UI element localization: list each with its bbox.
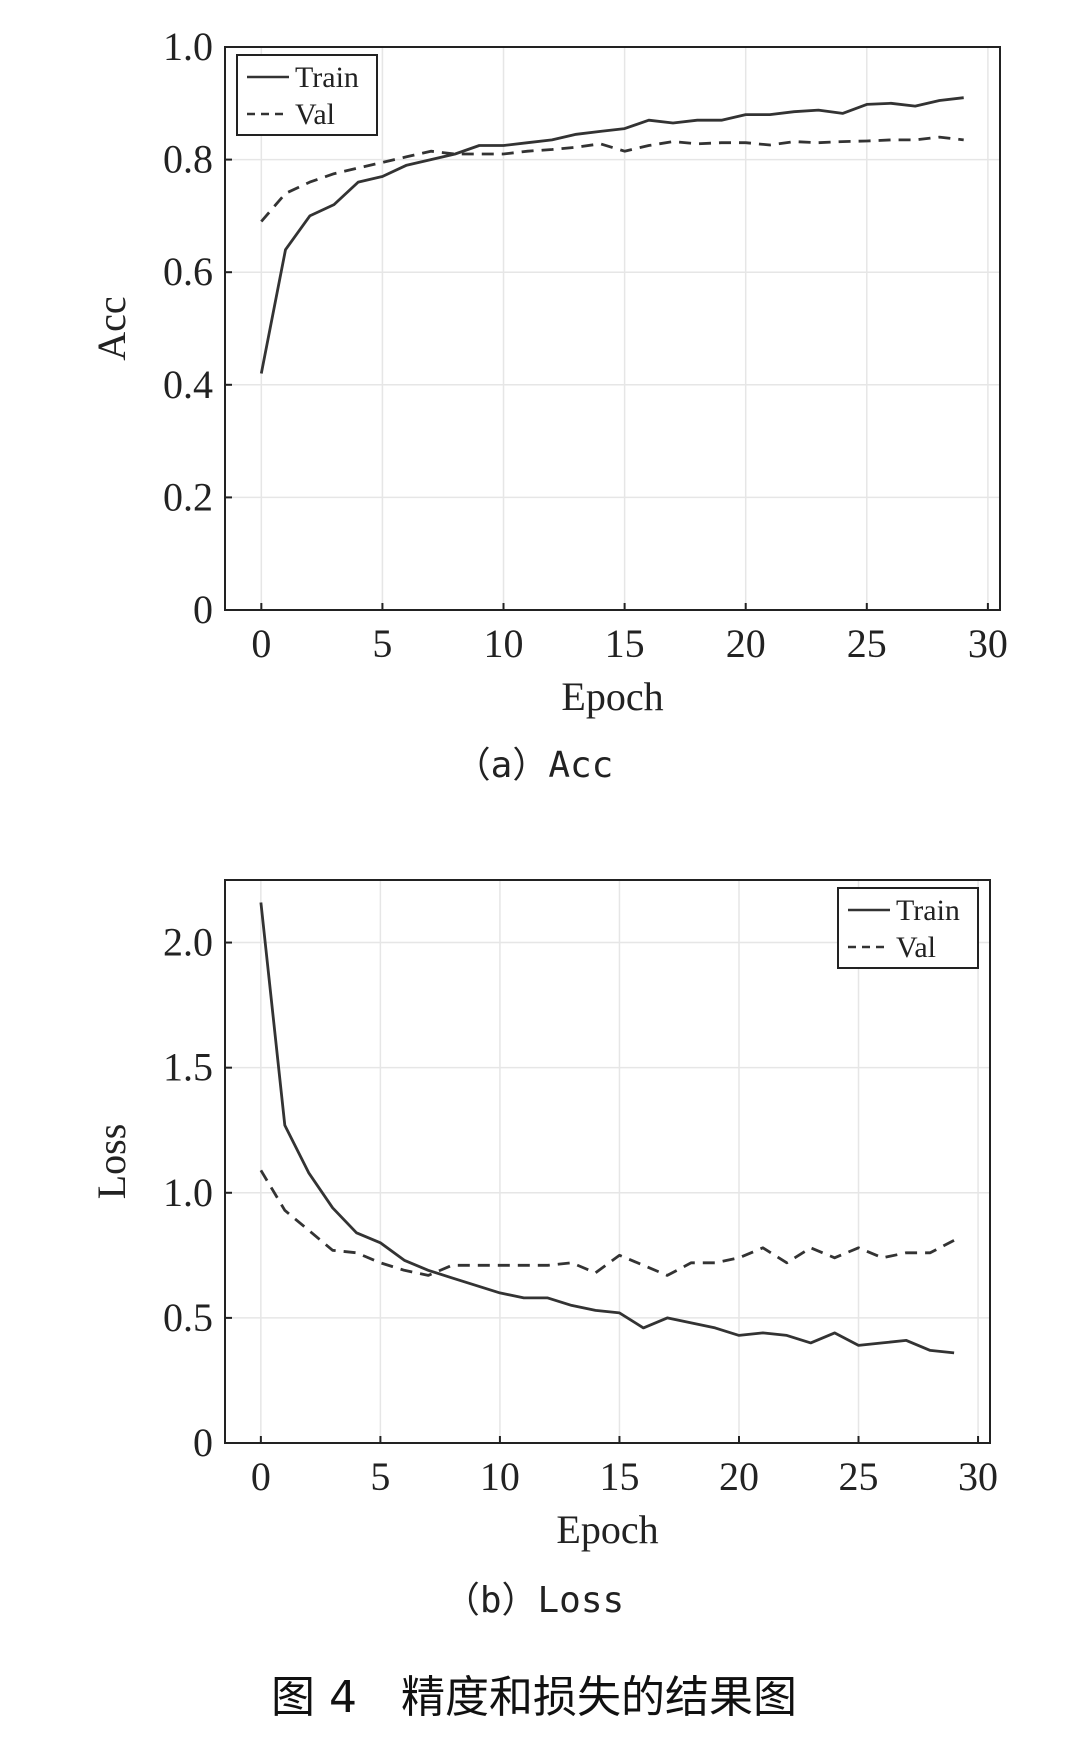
y-tick-label: 1.0 bbox=[163, 24, 213, 69]
x-axis-label: Epoch bbox=[556, 1507, 658, 1552]
y-tick-label: 0.8 bbox=[163, 137, 213, 182]
y-axis-label: Loss bbox=[89, 1124, 134, 1200]
series-line-train bbox=[259, 902, 955, 1355]
legend-val-label: Val bbox=[896, 931, 936, 964]
x-tick-label: 25 bbox=[839, 1454, 879, 1499]
plot-area-frame bbox=[224, 879, 991, 1444]
x-tick-label: 5 bbox=[372, 621, 392, 666]
figure-caption: 图 4 精度和损失的结果图 bbox=[271, 1672, 797, 1723]
legend-train-label: Train bbox=[896, 894, 960, 927]
legend-train-label: Train bbox=[295, 61, 359, 94]
series-line-val bbox=[259, 1169, 955, 1277]
accuracy-chart: 0 5 10 15 20 25 30 00.20.40.60.81.0 Epoch Acc … bbox=[89, 24, 1008, 786]
y-tick-label: 2.0 bbox=[163, 920, 213, 965]
y-tick-label: 0 bbox=[193, 587, 213, 632]
y-tick-label: 1.0 bbox=[163, 1170, 213, 1215]
x-axis-label: Epoch bbox=[561, 674, 663, 719]
x-tick-label: 15 bbox=[599, 1454, 639, 1499]
subcaption-a: （a）Acc bbox=[455, 745, 614, 786]
legend-val-label: Val bbox=[295, 98, 335, 131]
x-tick-label: 30 bbox=[968, 621, 1008, 666]
x-tick-label: 30 bbox=[958, 1454, 998, 1499]
y-axis-label: Acc bbox=[89, 296, 134, 360]
plot-area-frame bbox=[224, 46, 1001, 611]
legend: Train Val bbox=[236, 54, 378, 136]
legend: Train Val bbox=[837, 887, 979, 969]
loss-chart: 0 5 10 15 20 25 30 0 0.5 1.0 1.5 2.0 Epoch Loss Tr… bbox=[89, 879, 998, 1621]
y-tick-label: 0.2 bbox=[163, 474, 213, 519]
x-tick-label: 0 bbox=[251, 621, 271, 666]
legend-box bbox=[236, 54, 378, 136]
y-tick-label: 0.5 bbox=[163, 1295, 213, 1340]
x-tick-label: 10 bbox=[484, 621, 524, 666]
x-tick-label: 20 bbox=[726, 621, 766, 666]
x-tick-label: 5 bbox=[370, 1454, 390, 1499]
series-line-train bbox=[259, 96, 964, 374]
series-line-val bbox=[260, 135, 964, 223]
y-tick-label: 1.5 bbox=[163, 1045, 213, 1090]
legend-box bbox=[837, 887, 979, 969]
x-tick-label: 25 bbox=[847, 621, 887, 666]
x-tick-label: 10 bbox=[480, 1454, 520, 1499]
x-tick-label: 20 bbox=[719, 1454, 759, 1499]
y-tick-label: 0.6 bbox=[163, 249, 213, 294]
x-tick-label: 0 bbox=[251, 1454, 271, 1499]
y-tick-label: 0 bbox=[193, 1420, 213, 1465]
x-tick-label: 15 bbox=[605, 621, 645, 666]
subcaption-b: （b）Loss bbox=[444, 1580, 624, 1621]
y-tick-label: 0.4 bbox=[163, 362, 213, 407]
